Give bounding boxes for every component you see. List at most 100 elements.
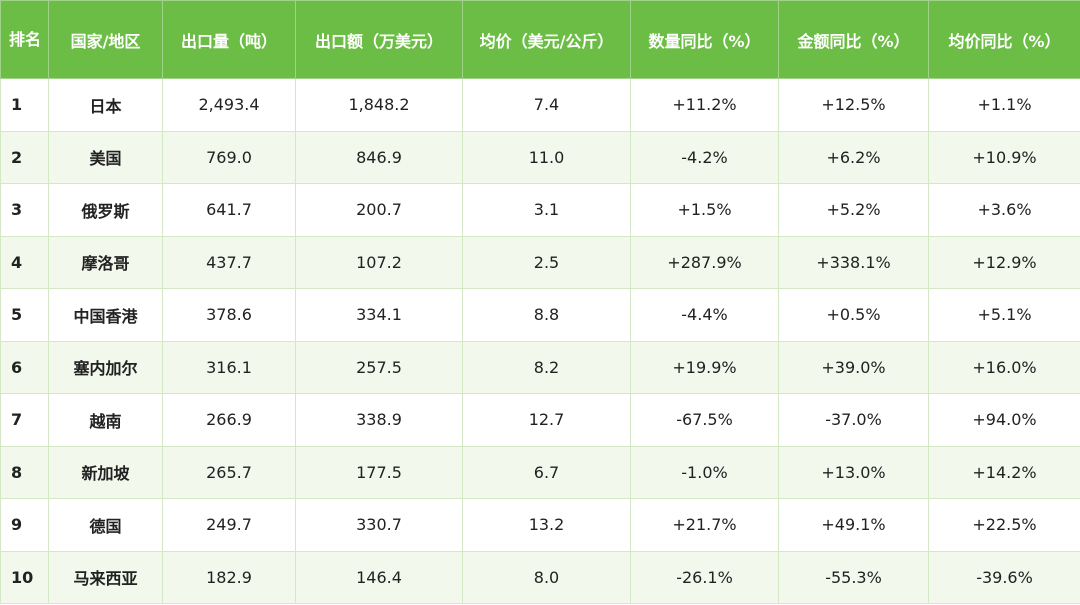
table-cell: 146.4 bbox=[295, 550, 463, 604]
table-cell: -4.2% bbox=[630, 130, 779, 184]
table-row: 2 美国 769.0 846.9 11.0 -4.2% +6.2% +10.9% bbox=[0, 130, 1080, 184]
table-cell: +11.2% bbox=[630, 78, 779, 132]
table-cell: 11.0 bbox=[462, 130, 631, 184]
table-cell: +3.6% bbox=[928, 183, 1080, 237]
table-cell: +5.1% bbox=[928, 288, 1080, 342]
table-cell: +94.0% bbox=[928, 393, 1080, 447]
header-cell: 国家/地区 bbox=[48, 0, 163, 79]
table-cell: +16.0% bbox=[928, 340, 1080, 394]
table-row: 7 越南 266.9 338.9 12.7 -67.5% -37.0% +94.0% bbox=[0, 393, 1080, 447]
table-cell: 1 bbox=[0, 78, 49, 132]
table-cell: 8.8 bbox=[462, 288, 631, 342]
table-cell: 摩洛哥 bbox=[48, 235, 163, 289]
header-row: 排名 国家/地区 出口量（吨） 出口额（万美元） 均价（美元/公斤） 数量同比（%） 金额同… bbox=[0, 0, 1080, 79]
table-row: 4 摩洛哥 437.7 107.2 2.5 +287.9% +338.1% +12.9% bbox=[0, 235, 1080, 289]
table-cell: -67.5% bbox=[630, 393, 779, 447]
table-cell: 9 bbox=[0, 498, 49, 552]
header-cell: 均价（美元/公斤） bbox=[462, 0, 631, 79]
table-cell: 4 bbox=[0, 235, 49, 289]
table-cell: +13.0% bbox=[778, 445, 929, 499]
table-row: 1 日本 2,493.4 1,848.2 7.4 +11.2% +12.5% +1.1% bbox=[0, 78, 1080, 132]
table-row: 8 新加坡 265.7 177.5 6.7 -1.0% +13.0% +14.2% bbox=[0, 445, 1080, 499]
table-cell: 338.9 bbox=[295, 393, 463, 447]
table-cell: 257.5 bbox=[295, 340, 463, 394]
table-cell: 334.1 bbox=[295, 288, 463, 342]
header-cell: 排名 bbox=[0, 0, 49, 79]
table-cell: -4.4% bbox=[630, 288, 779, 342]
table-cell: -26.1% bbox=[630, 550, 779, 604]
table-cell: 378.6 bbox=[162, 288, 296, 342]
table-cell: 8.2 bbox=[462, 340, 631, 394]
table-cell: 177.5 bbox=[295, 445, 463, 499]
table-row: 3 俄罗斯 641.7 200.7 3.1 +1.5% +5.2% +3.6% bbox=[0, 183, 1080, 237]
table-cell: 中国香港 bbox=[48, 288, 163, 342]
table-cell: +1.5% bbox=[630, 183, 779, 237]
table-cell: 182.9 bbox=[162, 550, 296, 604]
table-cell: 846.9 bbox=[295, 130, 463, 184]
table-cell: +21.7% bbox=[630, 498, 779, 552]
table-cell: 美国 bbox=[48, 130, 163, 184]
header-cell: 出口量（吨） bbox=[162, 0, 296, 79]
table-cell: -39.6% bbox=[928, 550, 1080, 604]
table-cell: 2.5 bbox=[462, 235, 631, 289]
table-cell: 6 bbox=[0, 340, 49, 394]
table-cell: +14.2% bbox=[928, 445, 1080, 499]
table-cell: 12.7 bbox=[462, 393, 631, 447]
table-cell: 13.2 bbox=[462, 498, 631, 552]
table-body: 1 日本 2,493.4 1,848.2 7.4 +11.2% +12.5% +1.1% 2 美国… bbox=[0, 78, 1080, 604]
header-cell: 数量同比（%） bbox=[630, 0, 779, 79]
table-cell: +5.2% bbox=[778, 183, 929, 237]
table-cell: 8 bbox=[0, 445, 49, 499]
table-cell: 437.7 bbox=[162, 235, 296, 289]
table-cell: 塞内加尔 bbox=[48, 340, 163, 394]
table-row: 5 中国香港 378.6 334.1 8.8 -4.4% +0.5% +5.1% bbox=[0, 288, 1080, 342]
table-cell: 7 bbox=[0, 393, 49, 447]
table-cell: +1.1% bbox=[928, 78, 1080, 132]
header-cell: 金额同比（%） bbox=[778, 0, 929, 79]
table-row: 6 塞内加尔 316.1 257.5 8.2 +19.9% +39.0% +16.0% bbox=[0, 340, 1080, 394]
table-cell: 德国 bbox=[48, 498, 163, 552]
table-cell: +22.5% bbox=[928, 498, 1080, 552]
table-cell: 265.7 bbox=[162, 445, 296, 499]
table-cell: 新加坡 bbox=[48, 445, 163, 499]
table-cell: +12.9% bbox=[928, 235, 1080, 289]
table-cell: 3.1 bbox=[462, 183, 631, 237]
table-cell: +338.1% bbox=[778, 235, 929, 289]
table-cell: 5 bbox=[0, 288, 49, 342]
table-cell: +49.1% bbox=[778, 498, 929, 552]
table-cell: 266.9 bbox=[162, 393, 296, 447]
table-cell: -55.3% bbox=[778, 550, 929, 604]
table-cell: 6.7 bbox=[462, 445, 631, 499]
table-cell: 2 bbox=[0, 130, 49, 184]
table-cell: +39.0% bbox=[778, 340, 929, 394]
table-cell: +12.5% bbox=[778, 78, 929, 132]
table-cell: 俄罗斯 bbox=[48, 183, 163, 237]
header-cell: 出口额（万美元） bbox=[295, 0, 463, 79]
table-cell: 7.4 bbox=[462, 78, 631, 132]
table-cell: 330.7 bbox=[295, 498, 463, 552]
table-cell: +287.9% bbox=[630, 235, 779, 289]
table-cell: 10 bbox=[0, 550, 49, 604]
table-row: 9 德国 249.7 330.7 13.2 +21.7% +49.1% +22.5% bbox=[0, 498, 1080, 552]
table-cell: 641.7 bbox=[162, 183, 296, 237]
table-row: 10 马来西亚 182.9 146.4 8.0 -26.1% -55.3% -39.6% bbox=[0, 550, 1080, 604]
table-cell: 1,848.2 bbox=[295, 78, 463, 132]
table-cell: 8.0 bbox=[462, 550, 631, 604]
table-cell: 107.2 bbox=[295, 235, 463, 289]
table-cell: -1.0% bbox=[630, 445, 779, 499]
table-cell: -37.0% bbox=[778, 393, 929, 447]
table-cell: 769.0 bbox=[162, 130, 296, 184]
table-cell: 马来西亚 bbox=[48, 550, 163, 604]
table-cell: +10.9% bbox=[928, 130, 1080, 184]
table-cell: 越南 bbox=[48, 393, 163, 447]
table-cell: +0.5% bbox=[778, 288, 929, 342]
header-cell: 均价同比（%） bbox=[928, 0, 1080, 79]
table-cell: 日本 bbox=[48, 78, 163, 132]
table-cell: 2,493.4 bbox=[162, 78, 296, 132]
table-cell: 3 bbox=[0, 183, 49, 237]
table-cell: 316.1 bbox=[162, 340, 296, 394]
table-cell: 249.7 bbox=[162, 498, 296, 552]
table-cell: +6.2% bbox=[778, 130, 929, 184]
